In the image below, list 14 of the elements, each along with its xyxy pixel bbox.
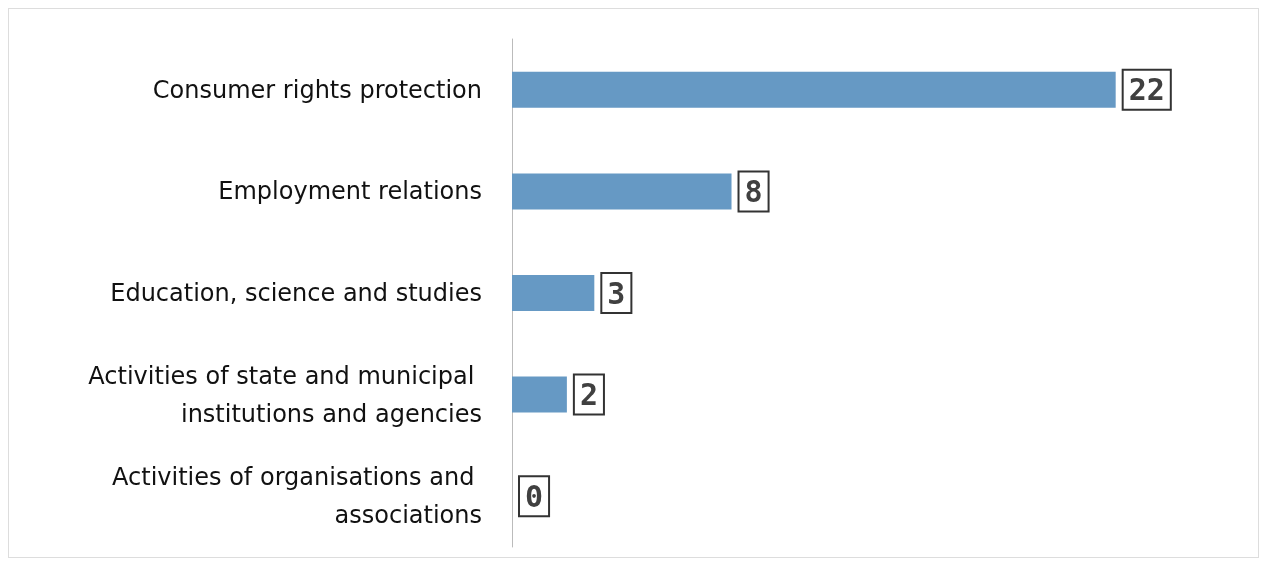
data-label: 0 — [525, 478, 544, 514]
bar — [512, 275, 595, 311]
bar — [512, 376, 567, 413]
bar — [512, 71, 1116, 108]
data-label: 22 — [1128, 72, 1165, 108]
y-tick-label: Activities of organisations and associations — [112, 463, 482, 530]
bar — [512, 173, 732, 210]
data-label: 8 — [744, 173, 763, 209]
y-tick-label: Education, science and studies — [110, 279, 482, 307]
data-label: 2 — [579, 377, 598, 413]
y-tick-label: Employment relations — [218, 177, 482, 206]
y-tick-label: Consumer rights protection — [152, 75, 482, 104]
data-label: 3 — [607, 275, 626, 311]
y-tick-label: Activities of state and municipal institutions and agencies — [88, 361, 482, 428]
